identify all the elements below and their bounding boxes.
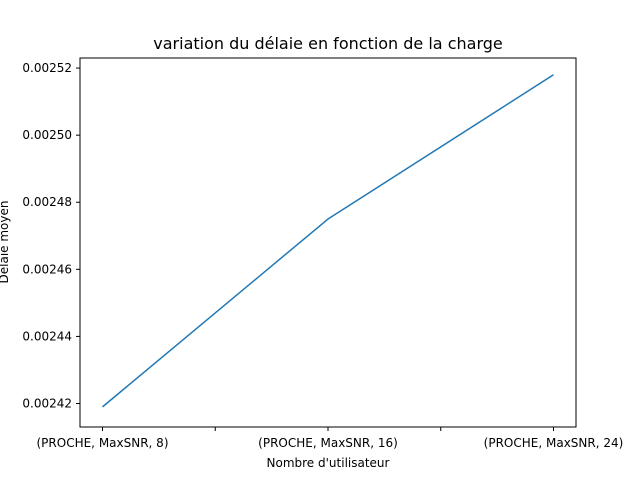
y-tick-label: 0.00244 bbox=[22, 329, 72, 343]
chart-title: variation du délaie en fonction de la ch… bbox=[153, 34, 502, 53]
plot-frame bbox=[79, 57, 577, 428]
x-tick-label: (PROCHE, MaxSNR, 16) bbox=[258, 436, 398, 450]
y-tick-label: 0.00252 bbox=[22, 61, 72, 75]
x-tick-label: (PROCHE, MaxSNR, 24) bbox=[484, 436, 624, 450]
y-axis-label: Délaie moyen bbox=[0, 201, 11, 284]
y-tick-label: 0.00250 bbox=[22, 128, 72, 142]
y-tick-label: 0.00246 bbox=[22, 262, 72, 276]
x-axis: (PROCHE, MaxSNR, 8) (PROCHE, MaxSNR, 16) (… bbox=[37, 427, 624, 450]
y-tick-label: 0.00242 bbox=[22, 397, 72, 411]
y-tick-label: 0.00248 bbox=[22, 195, 72, 209]
x-tick-label: (PROCHE, MaxSNR, 8) bbox=[37, 436, 169, 450]
x-axis-label: Nombre d'utilisateur bbox=[267, 456, 390, 470]
y-axis: 0.00242 0.00244 0.00246 0.00248 0.00250 0.002… bbox=[22, 61, 80, 411]
series-line-0 bbox=[102, 74, 554, 408]
series-group bbox=[102, 74, 554, 408]
